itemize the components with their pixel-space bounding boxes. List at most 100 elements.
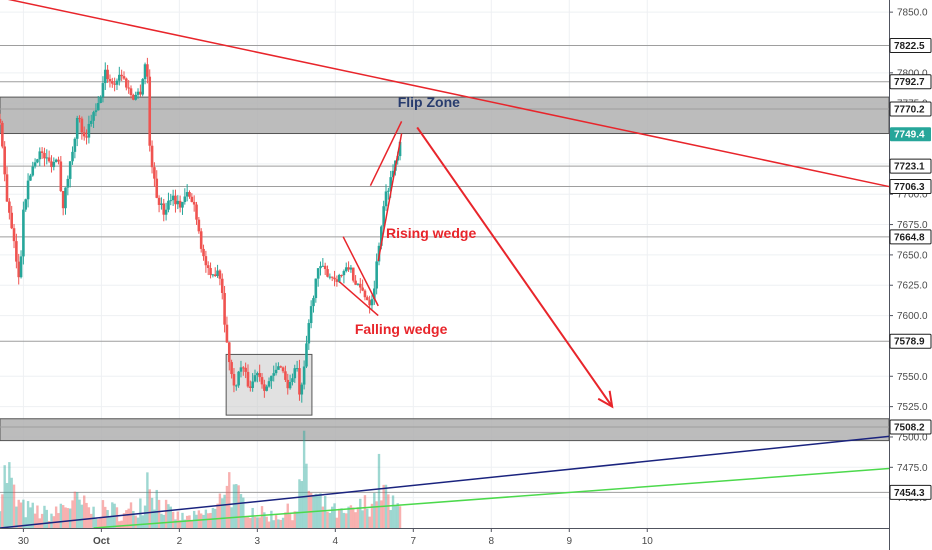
- candle-body: [370, 299, 374, 306]
- volume-bar: [176, 511, 179, 528]
- volume-bar: [8, 462, 11, 528]
- candle-body: [192, 201, 196, 205]
- volume-bar: [78, 499, 81, 528]
- red-resistance-line[interactable]: [0, 0, 890, 188]
- candle-body: [19, 256, 23, 278]
- volume-bar: [279, 519, 282, 528]
- candle-body: [291, 378, 294, 382]
- candle-body: [286, 379, 290, 389]
- trendlines[interactable]: [0, 0, 890, 529]
- candle-body: [384, 191, 388, 207]
- candle-body: [288, 381, 292, 389]
- candle-body: [373, 288, 376, 300]
- candle-body: [103, 69, 107, 84]
- volume-bar: [204, 509, 208, 528]
- volume-bar: [118, 521, 121, 528]
- falling-wedge-line[interactable]: [338, 281, 379, 317]
- candle-body: [323, 265, 327, 270]
- volume-bar: [249, 517, 252, 528]
- volume-bar: [263, 512, 266, 528]
- volume-bar: [221, 498, 224, 528]
- candle-body: [267, 381, 271, 387]
- volume-bar: [167, 504, 170, 528]
- candle-body: [361, 287, 364, 291]
- price-label-box: [890, 127, 931, 142]
- price-tick-label: 7675.0: [897, 220, 928, 231]
- candle-body: [284, 371, 287, 380]
- volume-bar: [356, 507, 360, 528]
- volume-bar: [223, 494, 226, 528]
- volume-bar: [396, 503, 399, 528]
- candle-body: [29, 175, 32, 181]
- candle-body: [101, 83, 105, 98]
- time-tick-label: 4: [333, 536, 339, 547]
- falling-wedge-line[interactable]: [342, 236, 379, 307]
- candle-body: [75, 117, 79, 139]
- blue-support-line[interactable]: [0, 435, 890, 529]
- volume-bar: [136, 517, 140, 528]
- candle-body: [256, 373, 259, 376]
- candle-body: [110, 81, 114, 84]
- candle-body: [387, 190, 390, 192]
- rising-wedge-line[interactable]: [369, 121, 403, 187]
- green-support-line[interactable]: [93, 467, 890, 529]
- candle-body: [66, 178, 70, 188]
- volume-bar: [284, 512, 287, 528]
- candle-body: [326, 269, 329, 277]
- volume-bar: [22, 499, 25, 528]
- volume-bar: [347, 506, 350, 528]
- price-axis[interactable]: 7850.07800.07775.07725.07700.07675.07650…: [889, 0, 932, 550]
- zones: [0, 96, 890, 442]
- candle-body: [302, 366, 306, 385]
- candle-body: [349, 267, 353, 270]
- candle-body: [300, 384, 304, 395]
- price-label-box: [889, 484, 932, 500]
- volume-bar: [260, 506, 264, 528]
- candle-body: [115, 80, 119, 85]
- candle-body: [96, 103, 100, 111]
- volume-bar: [253, 516, 257, 528]
- price-label-box: [889, 74, 932, 90]
- volume-bar: [218, 493, 222, 528]
- candle-body: [190, 196, 194, 202]
- volume-bar: [73, 491, 77, 528]
- volume-bar: [106, 510, 109, 528]
- candle-body: [136, 91, 140, 95]
- candle-body: [80, 118, 84, 133]
- candle-body: [36, 159, 39, 163]
- volume-bar: [270, 510, 273, 528]
- volume-bar: [235, 484, 238, 528]
- volume-bar: [80, 504, 84, 528]
- volume-bar: [246, 517, 250, 528]
- volume-bar: [24, 517, 27, 528]
- projection-arrow[interactable]: [416, 126, 613, 408]
- volume-bar: [59, 503, 63, 528]
- candle-body: [344, 267, 348, 272]
- candle-body: [122, 76, 126, 79]
- price-label: 7508.2: [894, 423, 925, 434]
- volume-bar: [366, 508, 369, 528]
- candle-body: [354, 280, 357, 285]
- candle-body: [258, 373, 261, 378]
- volume-bars: [0, 430, 402, 528]
- candle-body: [92, 112, 95, 121]
- volume-bar: [349, 505, 353, 528]
- volume-bar: [66, 508, 70, 528]
- volume-bar: [171, 511, 175, 528]
- volume-bar: [97, 519, 100, 528]
- candle-body: [118, 74, 121, 81]
- volume-bar: [277, 519, 280, 528]
- candle-body: [242, 367, 245, 369]
- candle-body: [298, 368, 301, 395]
- volume-bar: [157, 499, 161, 528]
- price-tick-label: 7475.0: [897, 463, 928, 474]
- volume-bar: [0, 511, 2, 528]
- rising-wedge-line[interactable]: [377, 133, 403, 262]
- candle-body: [82, 132, 86, 137]
- volume-bar: [192, 510, 196, 528]
- time-axis[interactable]: 30 Oct 2 3 4 7 8 9 10: [0, 528, 889, 550]
- volume-bar: [207, 513, 210, 528]
- volume-bar: [338, 508, 341, 528]
- volume-bar: [164, 499, 168, 528]
